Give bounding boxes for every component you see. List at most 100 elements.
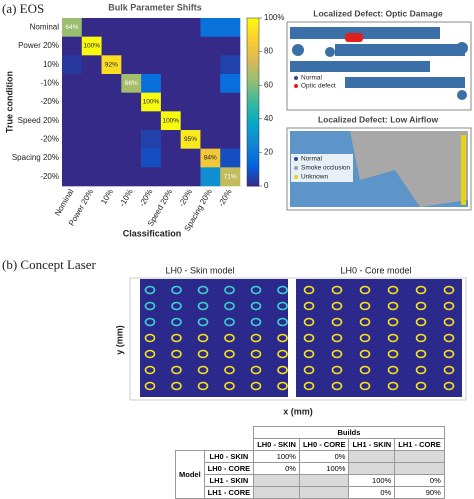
cell [160,55,181,75]
airflow-image: Normal Smoke occlusion Unknown [286,127,472,211]
track [335,44,465,56]
part-ring [359,333,371,343]
part-ring [359,365,371,375]
part-ring [197,301,209,311]
colorbar-segment [247,20,259,25]
part-ring [277,333,288,343]
colorbar-segment [247,62,259,67]
colorbar-segment [247,144,259,148]
colorbar-segment [247,85,259,89]
part-ring [387,285,399,295]
colorbar-segment [247,65,259,69]
colorbar-segment [247,93,259,97]
colorbar-segment [247,124,259,128]
cell [220,148,241,168]
colorbar-segment [247,160,259,165]
colorbar-segment [247,118,259,123]
cell [180,74,201,93]
part-ring [387,333,399,343]
cell-label: 100% [162,117,179,124]
panel-a-label: (a) EOS [2,1,44,16]
results-table: Builds LH0 - SKIN LH0 - CORE LH1 - SKIN LH1… [175,426,445,499]
part-ring [171,365,182,375]
cell-label: 100% [83,43,100,50]
part-ring [197,317,209,327]
colorbar-segment [247,149,259,153]
colorbar-segment [247,130,259,134]
colorbar-segment [247,18,259,22]
region-smoke [350,131,468,207]
cell [200,92,221,112]
colorbar-segment [247,127,259,131]
panel-b-label: (b) Concept Laser [2,257,97,272]
colorbar-segment [247,34,259,39]
cell [220,36,241,56]
chart-title: Bulk Parameter Shifts [108,2,202,12]
part-ring [359,381,371,391]
colorbar-segment [247,48,259,53]
legend-dot [294,84,298,88]
colorbar-segment [247,158,259,162]
part-ring [415,317,427,327]
colorbar-segment [247,172,259,176]
part-ring [171,333,182,343]
colorbar-segment [247,116,259,120]
colorbar-segment [247,146,259,151]
track [345,77,465,88]
part-ring [197,285,209,295]
colorbar-segment [247,174,259,179]
part-ring [331,381,343,391]
part-ring [171,349,182,359]
part-ring [171,301,182,311]
cell [121,148,142,168]
colorbar-segment [247,54,259,58]
colorbar-label: 20 [264,148,273,157]
cell [200,36,221,56]
x-tick-label: 10% [99,188,115,206]
colorbar-segment [247,96,259,100]
legend-label: Unknown [301,174,328,181]
part-ring [443,365,455,375]
cell [101,130,122,149]
table-cell: LH0 - CORE [298,438,350,451]
part-ring [331,349,343,359]
track [290,27,440,39]
y-tick-label: -20% [40,97,59,106]
part-ring [144,285,156,295]
part-ring [415,301,427,311]
table-cell [394,450,445,463]
part-ring [224,301,235,311]
colorbar-segment [247,43,259,47]
cell [81,92,102,112]
cell [160,74,181,93]
part-ring [387,301,399,311]
colorbar-segment [247,169,259,173]
cell [220,55,241,75]
colorbar-segment [247,99,259,103]
cell [62,130,83,149]
cell [62,148,83,168]
cell [160,92,181,112]
colorbar-segment [247,141,259,145]
part-ring [224,365,235,375]
colorbar-segment [247,138,259,142]
table-row: LH1 - SKIN 100% 0% [176,474,445,487]
cell [160,111,181,131]
cell [141,18,162,37]
colorbar-label: 100% [264,13,284,22]
part-ring [171,381,182,391]
cell [180,111,201,131]
cell [141,36,162,56]
cell [160,18,181,37]
cell [180,55,201,75]
part-ring [443,381,455,391]
cell [220,111,241,131]
table-cell: LH0 - CORE [203,462,255,475]
part-ring [277,317,288,327]
cell [81,148,102,168]
colorbar-segment [247,180,259,184]
cell [200,18,221,37]
cell [81,111,102,131]
cell [141,55,162,75]
part-ring [443,285,455,295]
